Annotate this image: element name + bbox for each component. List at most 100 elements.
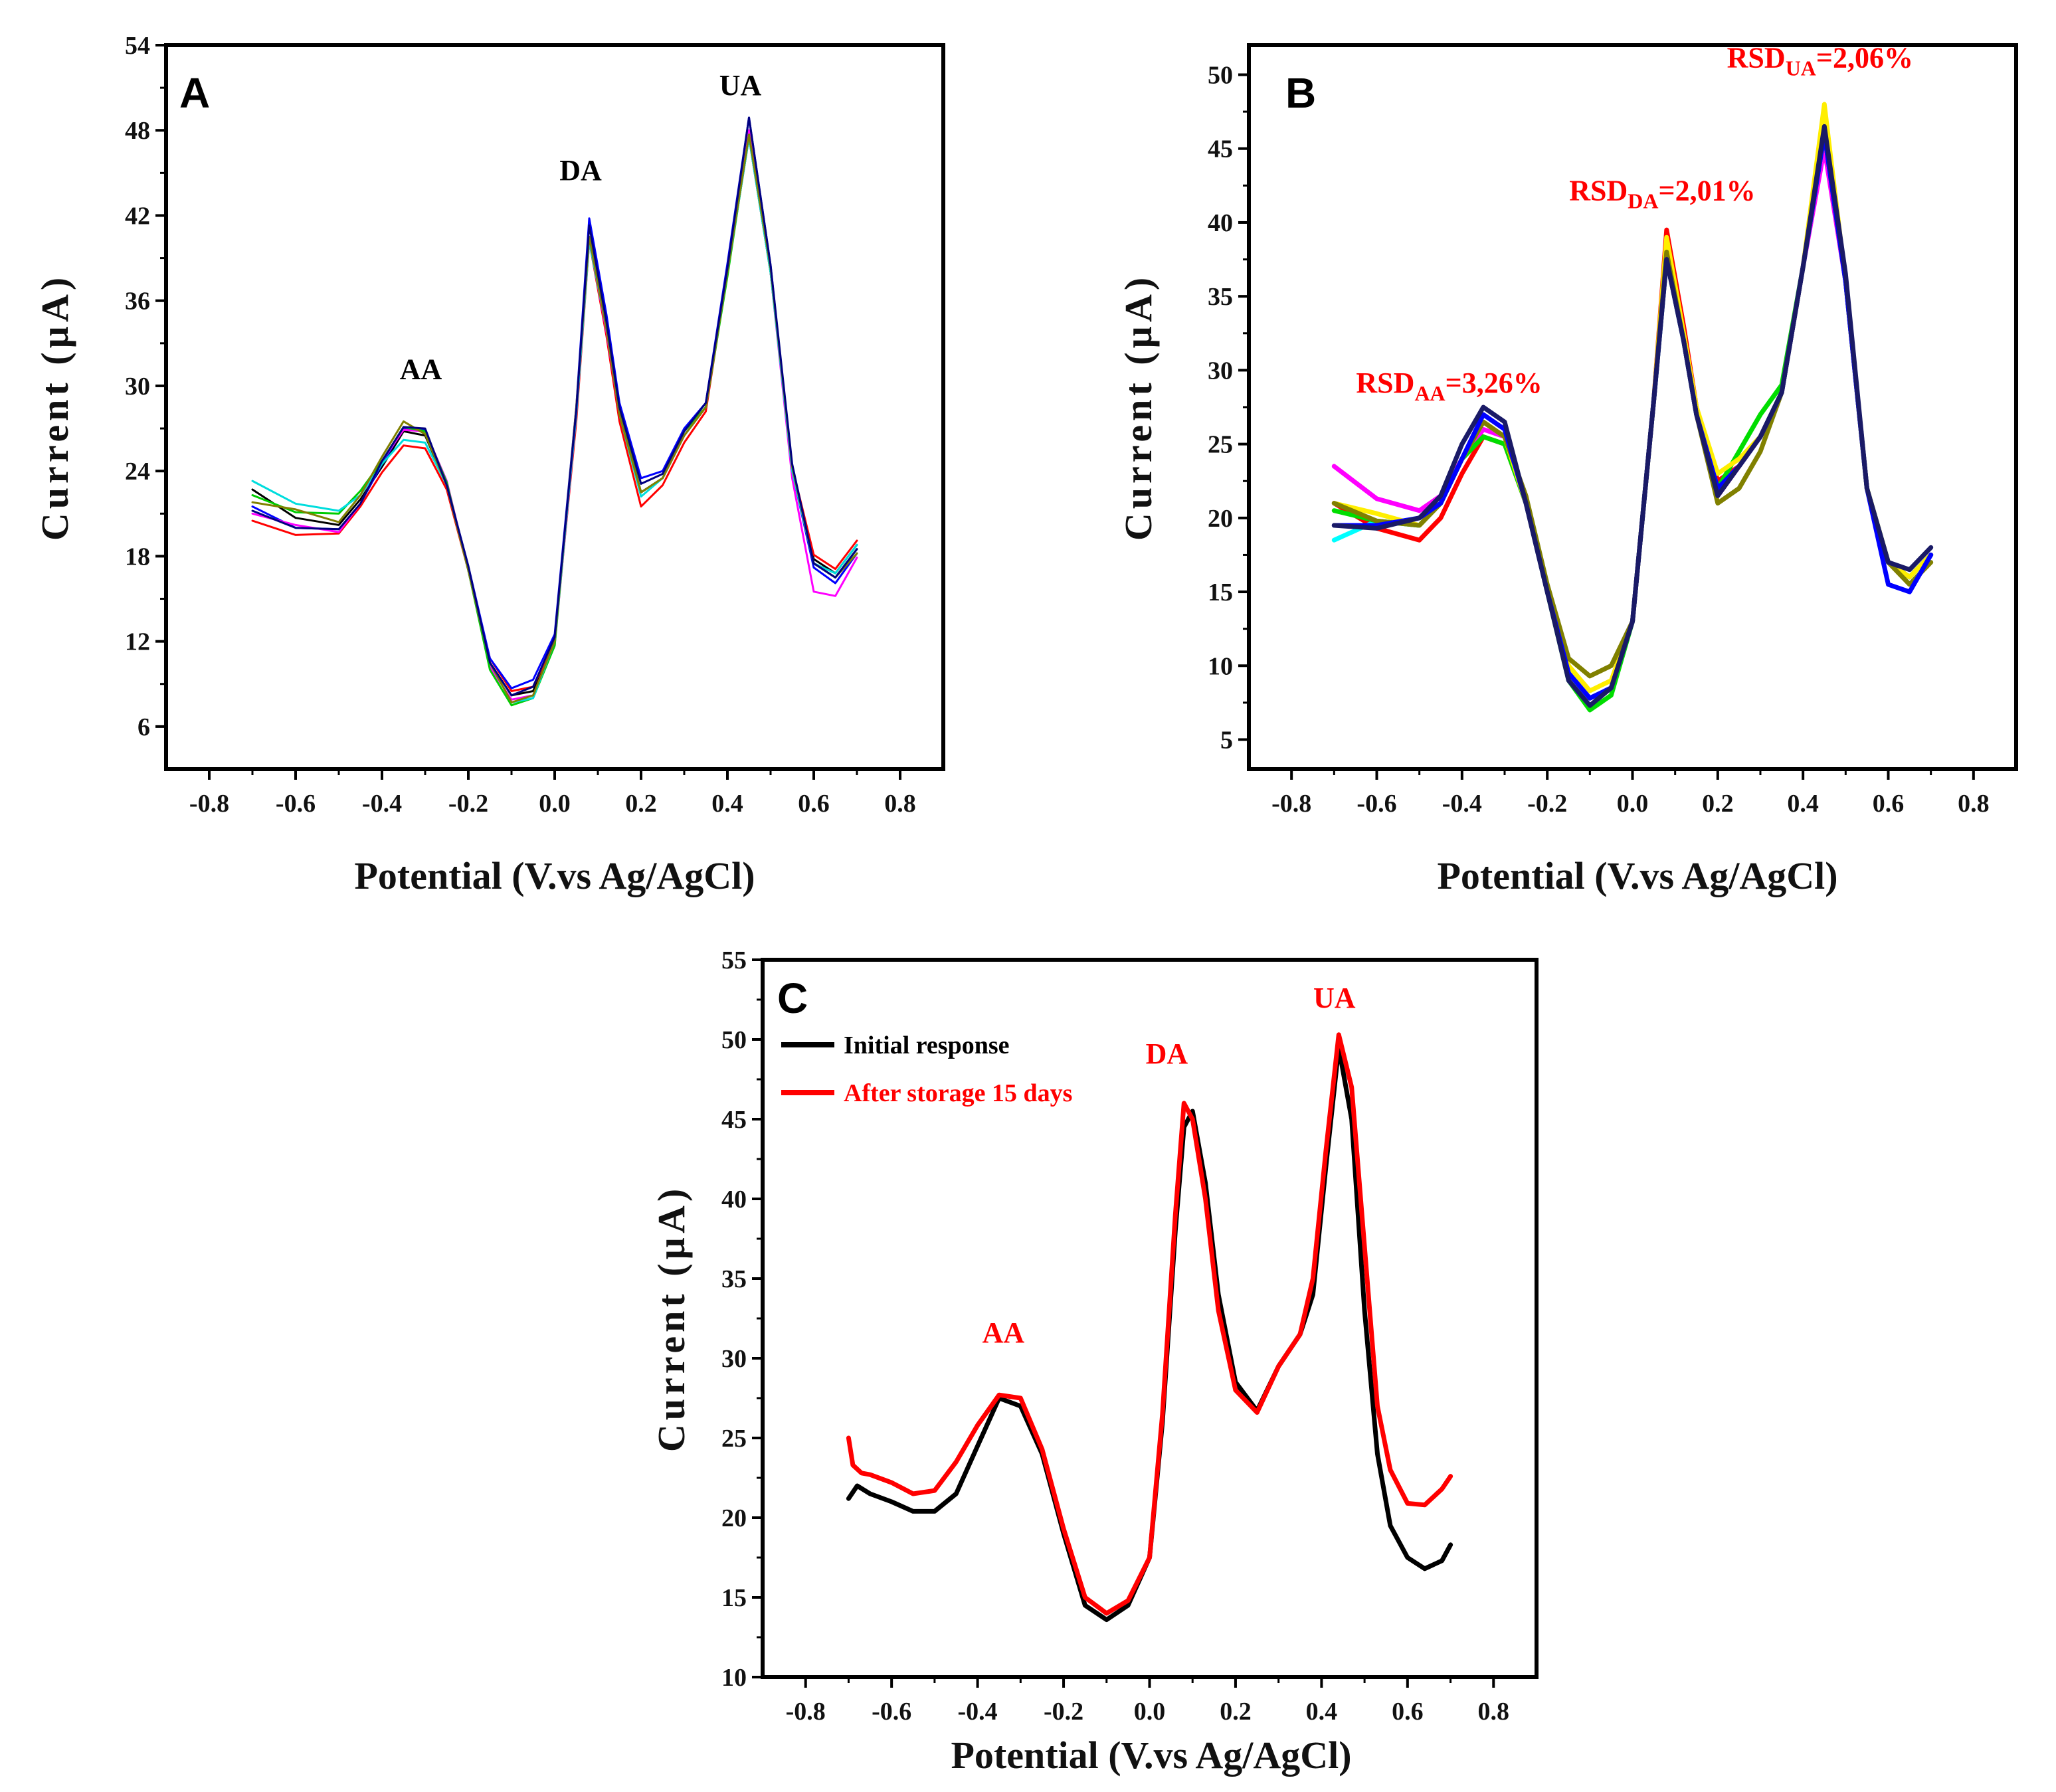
series-line-run-8 — [1331, 124, 1934, 708]
x-axis-title: Potential (V.vs Ag/AgCl) — [951, 1734, 1351, 1777]
y-tick-label: 18 — [125, 543, 150, 571]
peak-label-aa: AA — [982, 1316, 1025, 1349]
peak-label-main: RSD — [1569, 175, 1628, 207]
series-line-run-8 — [251, 116, 858, 697]
y-tick-label: 6 — [138, 713, 150, 741]
x-tick-label: 0.6 — [798, 790, 830, 818]
y-tick-label: 45 — [721, 1106, 747, 1134]
x-tick-label: 0.0 — [1617, 790, 1649, 818]
x-tick-label: -0.8 — [1271, 790, 1311, 818]
legend-label-after-storage-15-days: After storage 15 days — [844, 1079, 1072, 1107]
x-tick-label: 0.4 — [1787, 790, 1819, 818]
panel-a: -0.8 -0.6 -0.4 -0.2 0.0 0.2 0.4 0.6 0.8 6 12 18 24 30… — [33, 32, 945, 897]
y-tick-label: 50 — [1208, 61, 1233, 89]
x-tick-label: 0.0 — [539, 790, 571, 818]
y-tick-label: 45 — [1208, 135, 1233, 163]
peak-label-da: DA — [559, 154, 602, 187]
legend: Initial response After storage 15 days — [781, 1031, 1072, 1107]
peak-label-da: RSDDA=2,01% — [1569, 175, 1755, 213]
y-tick-label: 20 — [1208, 505, 1233, 533]
x-tick-label: 0.4 — [1306, 1698, 1338, 1726]
y-tick-label: 54 — [125, 32, 150, 60]
x-tick-label: -0.6 — [872, 1698, 911, 1726]
y-tick-label: 40 — [1208, 209, 1233, 237]
y-tick-label: 50 — [721, 1026, 747, 1054]
peak-label-sub: AA — [1414, 381, 1445, 405]
x-tick-label: -0.4 — [1442, 790, 1482, 818]
peak-label-main: RSD — [1727, 41, 1786, 74]
y-tick-label: 15 — [1208, 579, 1233, 606]
y-tick-label: 10 — [721, 1664, 747, 1692]
peak-label-ua: RSDUA=2,06% — [1727, 41, 1913, 80]
peak-label-sub: UA — [1786, 56, 1816, 80]
peak-label-da: DA — [1146, 1037, 1188, 1070]
x-tick-label: 0.8 — [884, 790, 916, 818]
peak-label-main: DA — [559, 154, 602, 187]
y-tick-label: 25 — [721, 1425, 747, 1453]
y-axis-title: Current (µA) — [650, 1185, 693, 1452]
peak-label-main: UA — [1313, 982, 1356, 1014]
y-tick-label: 48 — [125, 117, 150, 145]
x-axis-title: Potential (V.vs Ag/AgCl) — [354, 854, 755, 897]
panel-letter: A — [179, 69, 210, 117]
y-tick-label: 55 — [721, 946, 747, 974]
x-tick-label: -0.6 — [1356, 790, 1396, 818]
y-tick-label: 35 — [721, 1265, 747, 1293]
y-tick-label: 30 — [1208, 357, 1233, 385]
series-line-after-storage-15-days — [846, 1032, 1453, 1616]
y-tick-label: 30 — [125, 373, 150, 401]
x-tick-label: 0.0 — [1134, 1698, 1166, 1726]
x-tick-label: -0.2 — [1044, 1698, 1083, 1726]
y-tick-label: 12 — [125, 628, 150, 656]
x-tick-label: 0.8 — [1958, 790, 1990, 818]
x-tick-label: 0.6 — [1873, 790, 1905, 818]
x-tick-label: 0.2 — [1220, 1698, 1252, 1726]
peak-label-aa: RSDAA=3,26% — [1356, 367, 1542, 405]
y-tick-label: 42 — [125, 202, 150, 230]
peak-label-value: =2,01% — [1659, 175, 1756, 207]
panel-letter: B — [1285, 69, 1316, 117]
y-tick-label: 25 — [1208, 431, 1233, 459]
x-axis-title: Potential (V.vs Ag/AgCl) — [1437, 854, 1837, 897]
y-tick-label: 10 — [1208, 652, 1233, 680]
x-tick-label: 0.8 — [1478, 1698, 1510, 1726]
peak-label-main: AA — [400, 353, 442, 385]
peak-label-main: AA — [982, 1316, 1025, 1349]
panel-c: -0.8 -0.6 -0.4 -0.2 0.0 0.2 0.4 0.6 0.8 10 15 20 25 3… — [650, 946, 1539, 1777]
x-tick-label: 0.4 — [711, 790, 743, 818]
peak-label-main: RSD — [1356, 367, 1414, 399]
x-tick-label: -0.6 — [276, 790, 316, 818]
series-group — [1331, 102, 1934, 713]
x-tick-label: 0.2 — [625, 790, 657, 818]
peak-label-main: UA — [719, 69, 762, 102]
y-tick-label: 35 — [1208, 283, 1233, 311]
x-tick-label: -0.4 — [958, 1698, 998, 1726]
y-tick-label: 24 — [125, 458, 150, 486]
x-tick-label: -0.2 — [1527, 790, 1567, 818]
y-tick-label: 40 — [721, 1186, 747, 1213]
y-tick-label: 36 — [125, 288, 150, 315]
panel-letter: C — [777, 974, 808, 1022]
legend-label-initial-response: Initial response — [844, 1031, 1010, 1059]
panel-b: -0.8 -0.6 -0.4 -0.2 0.0 0.2 0.4 0.6 0.8 5 10 15 20 25… — [1117, 41, 2018, 897]
y-tick-label: 5 — [1220, 727, 1233, 755]
x-tick-label: 0.6 — [1392, 1698, 1424, 1726]
x-tick-label: -0.4 — [362, 790, 402, 818]
peak-label-ua: UA — [719, 69, 762, 102]
y-axis-title: Current (µA) — [1117, 274, 1160, 541]
y-tick-label: 30 — [721, 1345, 747, 1373]
x-tick-label: -0.8 — [189, 790, 229, 818]
peak-label-value: =2,06% — [1816, 41, 1913, 74]
series-group — [251, 116, 858, 707]
peak-label-aa: AA — [400, 353, 442, 385]
y-axis-title: Current (µA) — [33, 274, 76, 541]
y-tick-label: 20 — [721, 1504, 747, 1532]
y-tick-label: 15 — [721, 1584, 747, 1612]
x-tick-label: -0.8 — [786, 1698, 826, 1726]
peak-label-ua: UA — [1313, 982, 1356, 1014]
peak-label-value: =3,26% — [1446, 367, 1542, 399]
x-tick-label: -0.2 — [448, 790, 488, 818]
peak-label-main: DA — [1146, 1037, 1188, 1070]
